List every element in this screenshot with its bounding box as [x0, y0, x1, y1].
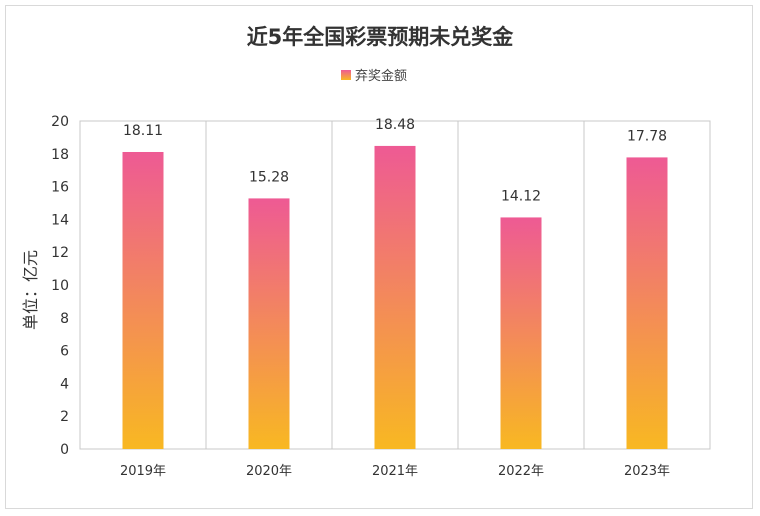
data-label: 18.48 — [375, 117, 415, 133]
y-tick-label: 8 — [60, 311, 69, 327]
y-axis-label: 单位：亿元 — [21, 250, 40, 330]
y-ticks: 0 2 4 6 8 10 12 14 16 18 20 — [51, 114, 69, 458]
y-tick-label: 14 — [51, 212, 69, 228]
legend: 弃奖金额 — [341, 68, 407, 84]
y-tick-label: 10 — [51, 278, 69, 294]
bar — [374, 145, 416, 450]
x-tick-label: 2023年 — [624, 464, 670, 479]
data-labels: 18.11 15.28 18.48 14.12 17.78 — [123, 117, 667, 205]
data-label: 18.11 — [123, 123, 163, 139]
legend-label: 弃奖金额 — [355, 68, 407, 84]
y-tick-label: 6 — [60, 344, 69, 360]
bar — [500, 217, 542, 449]
bars — [122, 145, 668, 450]
data-label: 17.78 — [627, 128, 667, 144]
data-label: 14.12 — [501, 188, 541, 204]
y-tick-label: 20 — [51, 114, 69, 130]
y-tick-label: 16 — [51, 180, 69, 196]
y-tick-label: 12 — [51, 245, 69, 261]
y-tick-label: 4 — [60, 376, 69, 392]
y-tick-label: 2 — [60, 409, 69, 425]
bar — [122, 151, 164, 449]
data-label: 15.28 — [249, 169, 289, 185]
x-ticks: 2019年 2020年 2021年 2022年 2023年 — [120, 464, 670, 479]
x-tick-label: 2021年 — [372, 464, 418, 479]
bar — [248, 198, 290, 449]
bar — [626, 157, 668, 449]
x-tick-label: 2019年 — [120, 464, 166, 479]
legend-swatch — [341, 70, 351, 80]
y-tick-label: 0 — [60, 442, 69, 458]
chart-title: 近5年全国彩票预期未兑奖金 — [247, 25, 515, 49]
x-tick-label: 2020年 — [246, 464, 292, 479]
x-tick-label: 2022年 — [498, 464, 544, 479]
y-tick-label: 18 — [51, 147, 69, 163]
